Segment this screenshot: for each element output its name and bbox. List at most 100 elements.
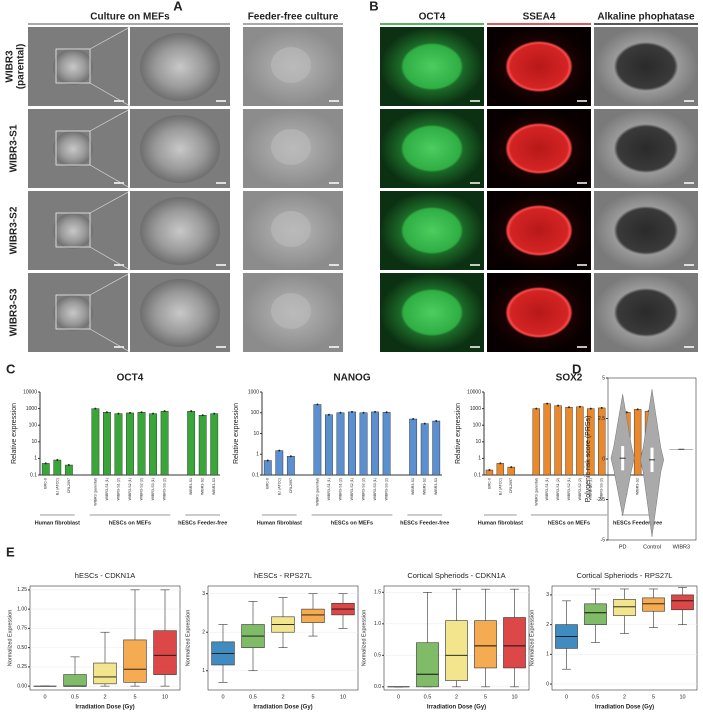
micrograph bbox=[594, 109, 698, 188]
data-point bbox=[423, 422, 426, 425]
data-point bbox=[201, 414, 204, 417]
box bbox=[642, 597, 665, 612]
group-label: hESCs Feeder-free bbox=[613, 520, 662, 526]
colony bbox=[271, 293, 311, 329]
panel-letter: D bbox=[572, 361, 581, 376]
column-header: Culture on MEFs bbox=[90, 12, 170, 23]
panel-letter: B bbox=[369, 0, 378, 13]
micrograph bbox=[594, 191, 698, 270]
y-tick-label: 1 bbox=[256, 452, 259, 458]
data-point bbox=[600, 406, 603, 409]
x-tick-label: Control bbox=[643, 544, 661, 550]
box bbox=[503, 617, 526, 669]
box bbox=[474, 620, 497, 669]
bar bbox=[633, 409, 642, 476]
y-axis-label: Normalized Expression bbox=[529, 610, 535, 667]
x-tick-label: WIBR3-S1 (1) bbox=[545, 478, 549, 500]
bar bbox=[64, 464, 73, 476]
micrograph bbox=[487, 109, 591, 188]
y-tick-label: 10 bbox=[475, 439, 481, 445]
bar bbox=[198, 415, 207, 476]
data-point bbox=[385, 411, 388, 414]
data-point bbox=[190, 410, 193, 413]
colony bbox=[53, 213, 93, 249]
y-tick-label: -2.5 bbox=[596, 497, 605, 503]
colony bbox=[271, 129, 311, 165]
x-tick-label: WIBR3-S2 (2) bbox=[361, 478, 365, 500]
x-tick-label: WIBR3-S1 (2) bbox=[116, 478, 120, 500]
x-tick-label: WIBR3-S3 bbox=[434, 478, 438, 495]
bar bbox=[187, 410, 196, 476]
x-tick-label: 0.5 bbox=[249, 694, 257, 700]
x-tick-label: WIBR3-S1 bbox=[189, 478, 193, 495]
bar bbox=[160, 410, 169, 476]
y-tick-label: 10 bbox=[31, 439, 37, 445]
x-tick-label: BRC-6 bbox=[266, 478, 270, 489]
micrograph bbox=[594, 273, 698, 352]
bar bbox=[359, 412, 368, 476]
data-point bbox=[117, 412, 120, 415]
bar bbox=[420, 423, 429, 476]
x-tick-label: WIBR3-S2 (2) bbox=[578, 478, 582, 500]
x-tick-label: BRC-6 bbox=[487, 478, 491, 489]
data-point bbox=[152, 412, 155, 415]
row-label: WIBR3-S2 bbox=[9, 206, 20, 254]
colony bbox=[140, 115, 220, 183]
colony bbox=[271, 211, 311, 247]
zoom-line bbox=[89, 164, 131, 189]
x-tick-label: CRL2097 bbox=[509, 478, 513, 493]
zoom-line bbox=[89, 246, 131, 271]
x-tick-label: 5 bbox=[311, 694, 314, 700]
group-label: hESCs on MEFs bbox=[109, 520, 151, 526]
box bbox=[416, 642, 439, 688]
y-tick-label: 0 bbox=[546, 681, 549, 687]
x-tick-label: WIBR3-S1 bbox=[411, 478, 415, 495]
x-tick-label: 0 bbox=[43, 694, 46, 700]
x-tick-label: 2 bbox=[623, 694, 626, 700]
data-point bbox=[289, 455, 292, 458]
data-point bbox=[636, 408, 639, 411]
chart-title: Cortical Spheriods - RPS27L bbox=[577, 571, 673, 580]
data-point bbox=[374, 410, 377, 413]
x-tick-label: WIBR3-S3 (2) bbox=[385, 478, 389, 500]
y-tick-label: 1.5 bbox=[374, 590, 381, 596]
data-point bbox=[535, 407, 538, 410]
y-tick-label: 1 bbox=[202, 668, 205, 674]
box bbox=[301, 608, 325, 623]
bar bbox=[432, 420, 441, 476]
data-point bbox=[568, 406, 570, 409]
bar bbox=[41, 463, 50, 476]
y-tick-label: 100 bbox=[251, 410, 260, 416]
x-tick-label: WIBR3-S2 bbox=[423, 478, 427, 495]
x-tick-label: BJ (ATCC) bbox=[277, 478, 281, 495]
data-point bbox=[56, 459, 59, 462]
x-tick-label: CRL2097 bbox=[289, 478, 293, 493]
colony bbox=[140, 33, 220, 101]
data-point bbox=[412, 417, 415, 420]
y-axis-label: Normalized Expression bbox=[7, 610, 13, 667]
x-tick-label: WIBR3-S3 (2) bbox=[600, 478, 604, 500]
x-axis-label: Irradiation Dose (Gy) bbox=[75, 705, 134, 711]
data-point bbox=[557, 404, 560, 407]
y-tick-label: 0.1 bbox=[252, 472, 259, 478]
x-tick-label: CRL2097 bbox=[67, 478, 71, 493]
y-tick-label: 0.25 bbox=[17, 664, 27, 670]
row-label: WIBR3-S1 bbox=[9, 124, 20, 172]
y-tick-label: 0.0 bbox=[374, 684, 381, 690]
y-tick-label: 5 bbox=[602, 375, 605, 381]
y-axis-label: Relative expression bbox=[233, 403, 240, 464]
column-header: Alkaline phophatase bbox=[597, 12, 695, 23]
micrograph bbox=[487, 27, 591, 106]
bar bbox=[543, 403, 551, 476]
y-tick-label: 1.00 bbox=[17, 606, 27, 612]
data-point bbox=[510, 466, 513, 469]
panel-letter: A bbox=[173, 0, 183, 13]
x-tick-label: 2 bbox=[455, 694, 458, 700]
y-tick-label: 0.1 bbox=[474, 472, 481, 478]
data-point bbox=[316, 403, 319, 406]
y-tick-label: 10000 bbox=[467, 389, 481, 395]
data-point bbox=[327, 413, 330, 416]
y-tick-label: 1.0 bbox=[374, 621, 381, 627]
